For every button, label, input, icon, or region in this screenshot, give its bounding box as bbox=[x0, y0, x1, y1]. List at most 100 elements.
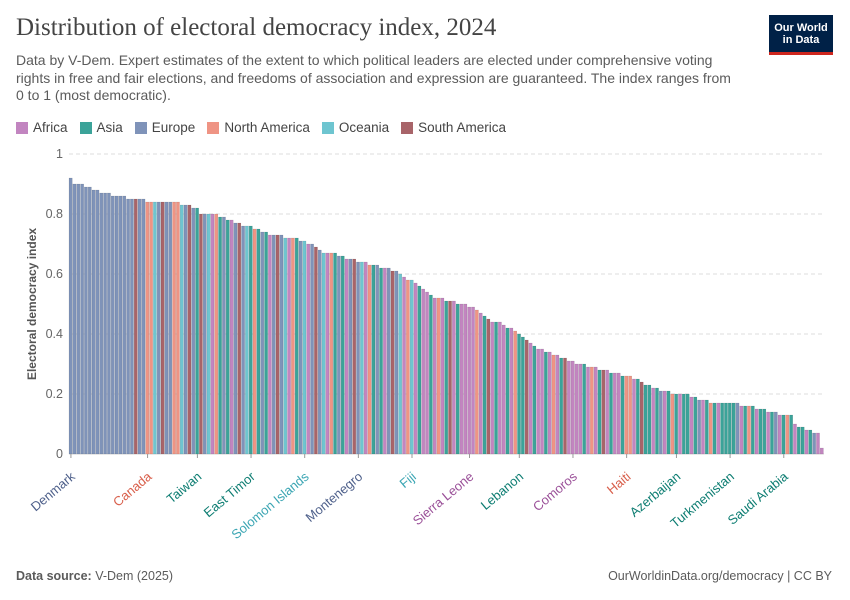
bar bbox=[758, 408, 763, 455]
bar bbox=[555, 354, 560, 455]
bar bbox=[99, 192, 104, 455]
bar bbox=[218, 216, 222, 455]
bar bbox=[670, 393, 675, 455]
x-category-label: Montenegro bbox=[303, 469, 366, 525]
bar bbox=[237, 222, 242, 455]
bar bbox=[624, 375, 629, 455]
bar bbox=[233, 222, 238, 455]
bar bbox=[145, 201, 150, 455]
bar bbox=[329, 252, 333, 455]
footer-url[interactable]: OurWorldinData.org/democracy | CC BY bbox=[608, 569, 832, 583]
bar bbox=[524, 339, 529, 455]
legend-item-asia[interactable]: Asia bbox=[79, 120, 123, 135]
bar bbox=[340, 255, 345, 455]
y-axis-label: Electoral democracy index bbox=[25, 228, 39, 380]
bar bbox=[597, 369, 602, 455]
bar bbox=[505, 327, 510, 455]
bar bbox=[356, 261, 360, 455]
bar bbox=[222, 216, 226, 455]
legend-item-south-america[interactable]: South America bbox=[401, 120, 506, 135]
bar bbox=[448, 300, 452, 455]
bar bbox=[436, 297, 441, 455]
bar bbox=[214, 213, 219, 455]
bar bbox=[153, 201, 157, 455]
bar bbox=[482, 315, 487, 455]
bar bbox=[199, 213, 203, 455]
bar bbox=[455, 303, 460, 455]
bar bbox=[168, 201, 173, 455]
bar bbox=[176, 201, 180, 455]
bar bbox=[682, 393, 686, 455]
bar bbox=[800, 426, 805, 455]
legend-item-north-america[interactable]: North America bbox=[207, 120, 310, 135]
legend-swatch-africa bbox=[16, 121, 28, 134]
legend-label-north-america: North America bbox=[224, 120, 310, 135]
bar bbox=[712, 402, 717, 455]
owid-logo[interactable]: Our World in Data bbox=[769, 15, 833, 55]
bar bbox=[662, 390, 667, 455]
bar bbox=[563, 357, 567, 455]
bar bbox=[279, 234, 284, 455]
chart-title: Distribution of electoral democracy inde… bbox=[16, 14, 497, 41]
bar bbox=[91, 189, 96, 455]
bar bbox=[463, 303, 468, 455]
bar bbox=[586, 366, 590, 455]
bar bbox=[172, 201, 176, 455]
bar bbox=[383, 267, 387, 455]
bar bbox=[574, 363, 579, 455]
bar bbox=[156, 201, 161, 455]
bar bbox=[160, 201, 165, 455]
bar bbox=[195, 207, 199, 455]
legend-item-oceania[interactable]: Oceania bbox=[321, 120, 389, 135]
bar bbox=[321, 252, 326, 455]
bar bbox=[107, 192, 111, 455]
bar bbox=[432, 297, 437, 455]
bar bbox=[72, 183, 77, 455]
bar bbox=[751, 405, 755, 455]
bar bbox=[421, 288, 425, 455]
bar bbox=[371, 264, 376, 455]
bar bbox=[360, 261, 364, 455]
bar bbox=[348, 258, 353, 455]
bar bbox=[570, 360, 575, 455]
bar bbox=[804, 429, 809, 455]
bar bbox=[609, 372, 613, 455]
bar bbox=[68, 177, 73, 455]
bar bbox=[582, 363, 586, 455]
bar bbox=[517, 333, 521, 455]
legend-label-africa: Africa bbox=[33, 120, 68, 135]
legend-item-europe[interactable]: Europe bbox=[134, 120, 195, 135]
bar bbox=[103, 192, 107, 455]
bar bbox=[206, 213, 211, 455]
bar bbox=[287, 237, 291, 455]
x-category-label: Haiti bbox=[604, 469, 634, 497]
bar bbox=[137, 198, 142, 455]
bar bbox=[639, 381, 644, 455]
bar bbox=[475, 309, 479, 455]
bar bbox=[739, 405, 744, 455]
bar bbox=[375, 264, 379, 455]
bar bbox=[256, 228, 261, 455]
bar bbox=[363, 261, 368, 455]
footer-source: Data source: V-Dem (2025) bbox=[16, 569, 173, 583]
bar bbox=[88, 186, 92, 455]
bar bbox=[593, 366, 598, 455]
bar bbox=[294, 237, 299, 455]
legend-item-africa[interactable]: Africa bbox=[16, 120, 68, 135]
bar bbox=[666, 390, 671, 455]
bar bbox=[724, 402, 728, 455]
legend-swatch-asia bbox=[79, 121, 92, 134]
bar bbox=[770, 411, 774, 455]
bar bbox=[812, 432, 816, 455]
logo-line-2: in Data bbox=[782, 33, 820, 46]
bar bbox=[643, 384, 648, 455]
y-tick-label: 1 bbox=[56, 147, 63, 161]
bar bbox=[352, 258, 356, 455]
bar bbox=[494, 321, 498, 455]
x-category-label: Lebanon bbox=[478, 469, 526, 513]
bar bbox=[509, 327, 514, 455]
bar bbox=[111, 195, 115, 455]
bar bbox=[528, 342, 533, 455]
bar bbox=[605, 369, 609, 455]
source-value[interactable]: V-Dem (2025) bbox=[95, 569, 174, 583]
